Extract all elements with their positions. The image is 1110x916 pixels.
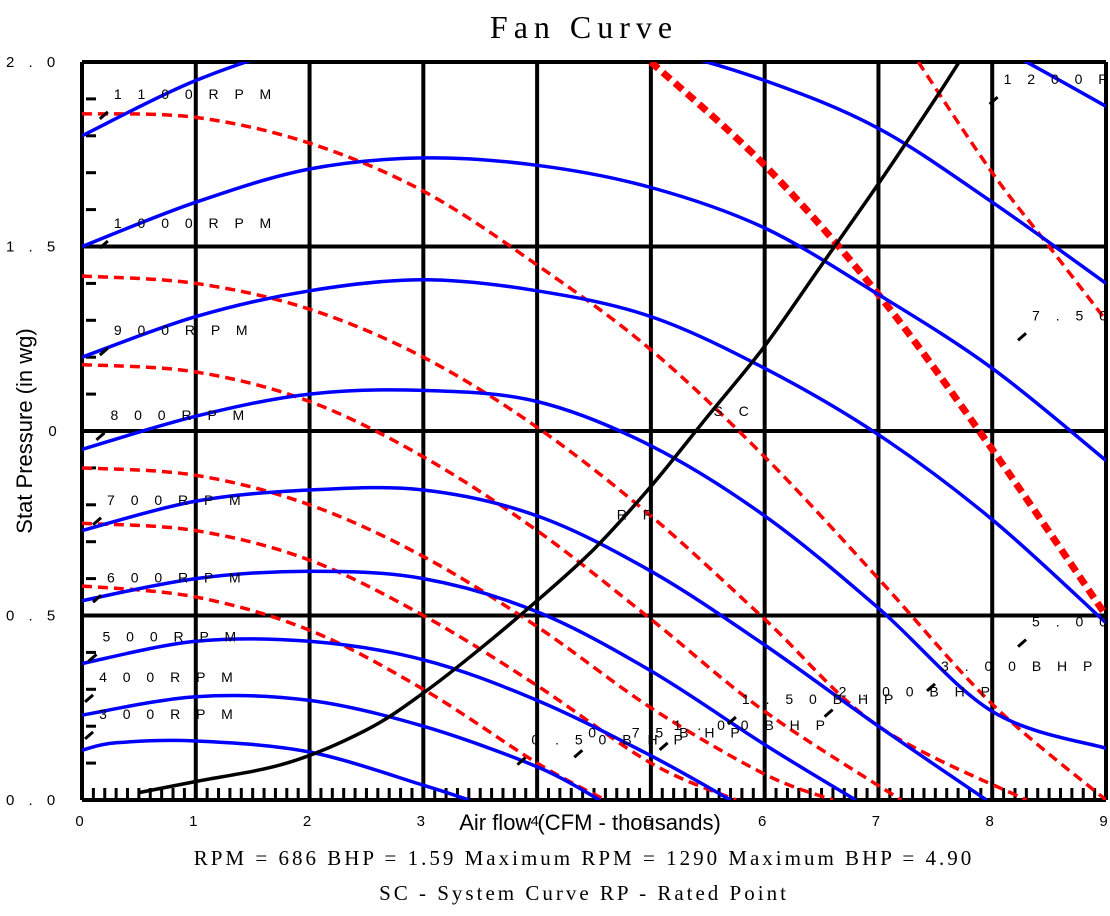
rpm-curve-1100-rpm [82,62,1106,285]
label-marker [1017,638,1028,648]
label-marker [87,653,98,663]
system-curve [138,62,962,795]
x-tick-label: 0 [75,813,88,830]
label-marker [516,756,527,766]
label-marker [926,682,937,692]
footer-line-1: RPM = 686 BHP = 1.59 Maximum RPM = 1290 … [194,846,974,870]
curve-label-700-rpm: 7 0 0 R P M [107,492,247,508]
rpm-curve-600-rpm [82,569,857,800]
bhp-curve-3-00-bhp [82,111,1106,800]
rpm-curve-500-rpm [82,637,732,800]
label-marker [98,346,109,357]
curve-label-7-50-bhp: 7 . 5 0 B H P [1032,307,1110,323]
x-tick-label: 7 [872,813,885,830]
curve-labels: 1 1 0 0 R P M 1 0 0 0 R P M 9 0 0 R P M 8 0… [84,71,1110,766]
bhp-curve-1-00-bhp [82,466,834,800]
curve-label-0-50-bhp: 0 . 5 0 B H P [531,732,688,748]
curve-label-1200-rpm: 1 2 0 0 R P M [1004,71,1110,87]
x-tick-label: 1 [189,813,202,830]
axis-ticks: 0 1 2 3 4 5 6 7 8 9 0 . 0 0 . 5 1 . 5 2 . 0 . 0 [6,54,1110,830]
y-axis-label: Stat Pressure (in wg) [12,328,37,533]
label-marker [84,693,95,704]
bhp-curve-0-50-bhp [82,584,607,800]
label-marker [84,730,95,740]
y-tick-label: . 0 [30,423,62,440]
curve-label-400-rpm: 4 0 0 R P M [99,669,239,685]
x-tick-label: 5 [644,813,657,830]
x-tick-label: 4 [530,813,543,830]
bhp-curve-7-50-bhp [916,62,1106,322]
curve-label-600-rpm: 6 0 0 R P M [107,569,247,585]
rpm-curve-800-rpm [82,388,1106,750]
y-tick-label: 0 . 5 [6,608,60,625]
label-marker [92,594,103,604]
label-marker [573,749,584,759]
bhp-curve-1-50-bhp [82,362,903,800]
curve-label-2-00-bhp: 2 . 0 0 B H P [839,684,996,700]
rpm-curve-900-rpm [82,277,1106,625]
label-marker [1017,332,1028,342]
x-tick-label: 9 [1099,813,1110,830]
curve-label-500-rpm: 5 0 0 R P M [102,628,242,644]
label-marker [98,110,109,121]
bhp-curve-2-00-bhp [82,274,1028,800]
curve-label-0-75-bhp: 0 . 7 5 B H P [588,724,745,740]
rpm-curves [82,62,1106,800]
rpm-curve-400-rpm [82,693,601,800]
curve-label-1100-rpm: 1 1 0 0 R P M [114,86,277,102]
chart-title: Fan Curve [490,9,678,45]
label-marker [823,708,834,718]
label-marker [98,239,109,250]
y-tick-label: 1 . 5 [6,239,60,256]
curve-label-300-rpm: 3 0 0 R P M [99,706,239,722]
curve-label-5-00-bhp: 5 . 0 0 B H P [1032,614,1110,630]
rpm-curve-300-rpm [82,738,470,800]
bhp-curves [82,62,1106,800]
y-tick-label: 0 . 0 [6,792,60,809]
label-marker [92,516,103,526]
label-marker [726,715,737,726]
x-tick-label: 2 [303,813,316,830]
label-marker [658,741,669,752]
label-marker [988,96,999,106]
y-tick-label: 2 . 0 [6,54,60,71]
x-axis-label: Air flow (CFM - thousands) [459,810,721,835]
x-tick-label: 3 [417,813,430,830]
curve-label-1-50-bhp: 1 . 5 0 B H P [742,691,899,707]
rpm-curve-1200-rpm [1022,62,1106,108]
x-tick-label: 6 [758,813,771,830]
curve-label-900-rpm: 9 0 0 R P M [114,322,254,338]
rpm-curve-1000-rpm [82,156,1106,462]
rpm-curve-700-rpm [82,485,988,800]
label-marker [95,431,106,442]
bhp-curve-0-75-bhp [82,521,737,800]
x-tick-label: 8 [986,813,999,830]
curve-label-sc: S C [713,403,754,419]
footer-line-2: SC - System Curve RP - Rated Point [379,881,789,905]
system-curve-group [138,62,962,795]
curve-label-rp: R P [617,507,658,523]
curve-label-800-rpm: 8 0 0 R P M [110,407,250,423]
curve-label-1-00-bhp: 1 . 0 0 B H P [674,717,831,733]
curve-label-3-00-bhp: 3 . 0 0 B H P [941,658,1098,674]
curve-label-1000-rpm: 1 0 0 0 R P M [114,215,277,231]
